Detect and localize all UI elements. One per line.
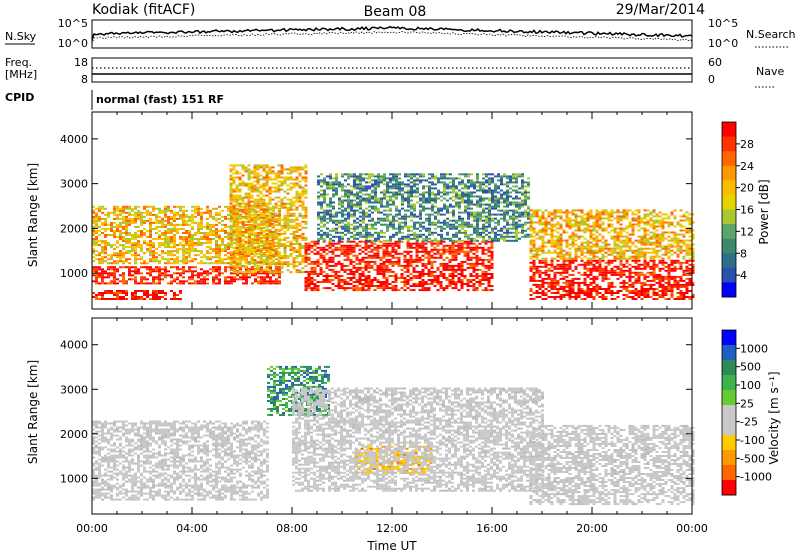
cpid-label: CPID: [5, 91, 34, 104]
colorbar-swatch: [722, 224, 736, 240]
colorbar-swatch: [722, 480, 736, 496]
freq-strip: Freq. [MHz] 18 8 60 0 Nave: [5, 56, 784, 88]
power-heatmap: [92, 164, 695, 300]
power-ylabel: Slant Range [km]: [26, 163, 40, 267]
ytick-label: 4000: [60, 339, 88, 352]
colorbar-tick-label: 24: [740, 160, 754, 173]
ytick-label: 3000: [60, 383, 88, 396]
velocity-cbar-label: Velocity [m s⁻¹]: [767, 371, 781, 464]
colorbar-swatch: [722, 151, 736, 167]
colorbar-swatch: [722, 209, 736, 225]
colorbar-tick-label: 8: [740, 247, 747, 260]
colorbar-swatch: [722, 165, 736, 181]
freq-label: Freq.: [5, 56, 32, 69]
colorbar-swatch: [722, 465, 736, 481]
nsearch-label: N.Search: [746, 28, 796, 41]
date-title: 29/Mar/2014: [616, 2, 705, 18]
scatter-region: [92, 290, 182, 300]
colorbar-swatch: [722, 122, 736, 138]
scatter-region: [529, 259, 695, 300]
colorbar-tick-label: -1000: [740, 471, 772, 484]
nsearch-tick-top: 10^5: [708, 17, 738, 30]
nsky-label: N.Sky: [5, 30, 37, 43]
nsky-tick-bottom: 10^0: [58, 37, 88, 50]
nsky-tick-top: 10^5: [58, 17, 88, 30]
power-cbar-label: Power [dB]: [757, 179, 771, 244]
ytick-label: 1000: [60, 267, 88, 280]
ytick-label: 2000: [60, 222, 88, 235]
scatter-region: [292, 387, 544, 492]
colorbar-swatch: [722, 375, 736, 391]
colorbar-swatch: [722, 282, 736, 298]
colorbar-swatch: [722, 330, 736, 346]
scatter-region: [92, 266, 281, 285]
freq-unit: [MHz]: [5, 68, 37, 81]
colorbar-tick-label: 100: [740, 379, 761, 392]
colorbar-swatch: [722, 267, 736, 283]
scatter-region: [92, 205, 281, 265]
nave-tick-top: 60: [708, 56, 722, 69]
colorbar-swatch: [722, 194, 736, 210]
nsky-trace: [91, 25, 693, 41]
colorbar-swatch: [722, 136, 736, 152]
colorbar-tick-label: 25: [740, 397, 754, 410]
colorbar-swatch: [722, 345, 736, 361]
colorbar-tick-label: 16: [740, 204, 754, 217]
beam-title: Beam 08: [364, 4, 427, 20]
ytick-label: 1000: [60, 472, 88, 485]
velocity-ylabel: Slant Range [km]: [26, 360, 40, 464]
xtick-label: 20:00: [576, 522, 608, 535]
ytick-label: 3000: [60, 178, 88, 191]
velocity-panel: 1000 2000 3000 4000 Slant Range [km] 1000 50…: [26, 317, 781, 515]
scatter-region: [317, 173, 530, 242]
colorbar-tick-label: 4: [740, 269, 747, 282]
xtick-label: 00:00: [676, 522, 708, 535]
scatter-region: [304, 240, 494, 292]
colorbar-tick-label: -100: [740, 434, 765, 447]
freq-tick-bottom: 8: [81, 73, 88, 86]
ytick-label: 2000: [60, 428, 88, 441]
colorbar-tick-label: 1000: [740, 342, 768, 355]
velocity-heatmap: [92, 365, 695, 506]
xtick-label: 12:00: [376, 522, 408, 535]
xtick-label: 00:00: [76, 522, 108, 535]
velocity-colorbar: 1000 500 100 25 -25 -100 -500 -1000: [721, 329, 772, 496]
scatter-region: [229, 164, 308, 274]
colorbar-swatch: [722, 450, 736, 466]
nsearch-tick-bottom: 10^0: [708, 37, 738, 50]
nave-tick-bottom: 0: [708, 73, 715, 86]
colorbar-swatch: [722, 435, 736, 451]
colorbar-tick-label: -500: [740, 452, 765, 465]
colorbar-swatch: [722, 360, 736, 376]
xtick-label: 08:00: [276, 522, 308, 535]
time-axis: 00:00 04:00 08:00 12:00 16:00 20:00 00:00: [76, 522, 708, 535]
scatter-region: [529, 209, 695, 260]
power-colorbar: 28 24 20 16 12 8 4: [721, 121, 754, 298]
colorbar-swatch: [722, 238, 736, 254]
colorbar-swatch: [722, 180, 736, 196]
colorbar-tick-label: 500: [740, 361, 761, 374]
colorbar-tick-label: 28: [740, 138, 754, 151]
scatter-region: [529, 424, 695, 506]
colorbar-swatch: [722, 390, 736, 406]
nave-label: Nave: [756, 65, 784, 78]
xtick-label: 04:00: [176, 522, 208, 535]
colorbar-tick-label: 20: [740, 182, 754, 195]
colorbar-swatch: [722, 253, 736, 269]
nsky-strip: N.Sky 10^5 10^0 10^5 10^0 N.Search: [5, 17, 796, 50]
xtick-label: 16:00: [476, 522, 508, 535]
freq-tick-top: 18: [74, 56, 88, 69]
colorbar-swatch: [722, 405, 736, 421]
ytick-label: 4000: [60, 133, 88, 146]
time-axis-label: Time UT: [366, 539, 417, 553]
power-panel: 1000 2000 3000 4000 Slant Range [km] 28 24 20…: [26, 111, 771, 310]
station-title: Kodiak (fitACF): [92, 2, 195, 18]
colorbar-tick-label: -25: [740, 416, 758, 429]
colorbar-swatch: [722, 420, 736, 436]
scatter-region: [92, 420, 269, 501]
cpid-text: normal (fast) 151 RF: [96, 93, 224, 106]
colorbar-tick-label: 12: [740, 225, 754, 238]
